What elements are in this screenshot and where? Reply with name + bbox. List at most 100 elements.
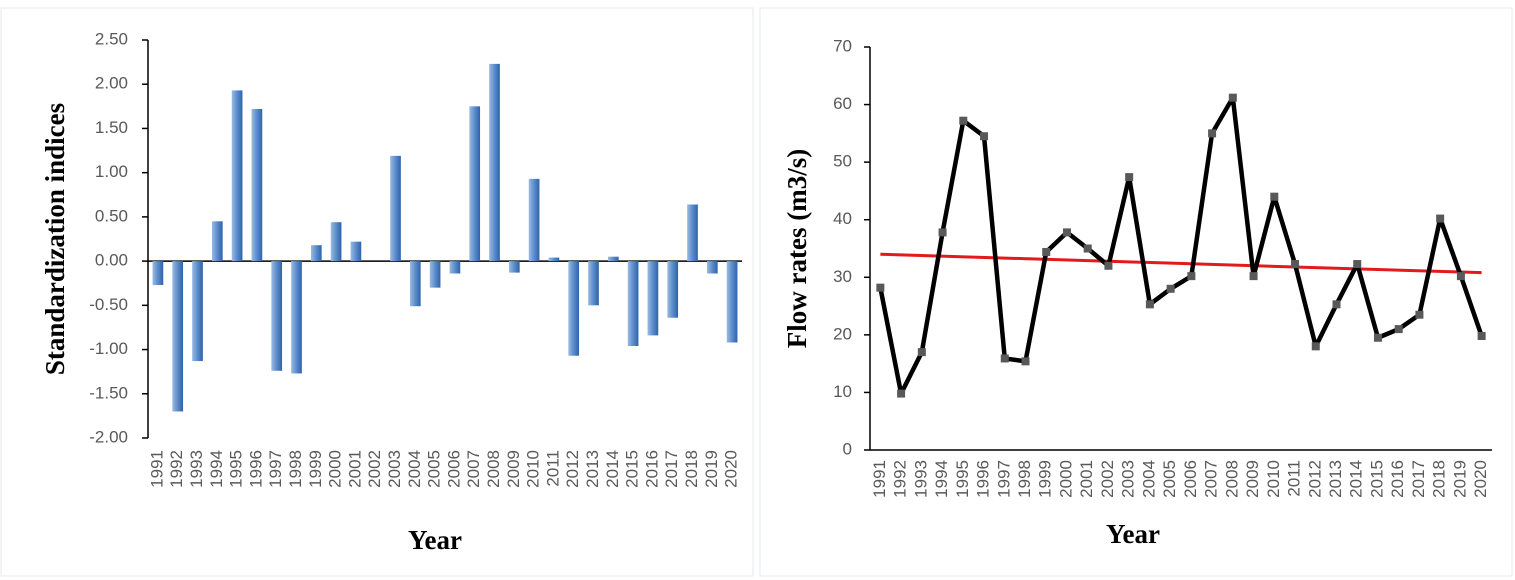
x-tick-label: 2013 (583, 450, 602, 488)
bar (330, 222, 342, 262)
marker (959, 116, 968, 125)
x-tick-label: 2005 (1160, 460, 1179, 498)
panel-frame (0, 7, 754, 577)
x-tick-label: 1998 (286, 450, 305, 488)
x-tick-label: 2011 (543, 450, 562, 487)
x-axis-title: Year (1106, 519, 1160, 549)
x-tick-label: 2007 (464, 450, 483, 488)
x-tick-label: 2005 (425, 450, 444, 488)
x-tick-label: 2016 (642, 450, 661, 488)
y-tick-label: 1.50 (95, 118, 128, 137)
y-tick-label: -2.00 (89, 427, 128, 446)
x-axis-title: Year (408, 525, 462, 555)
marker (917, 348, 926, 357)
x-tick-label: 2002 (365, 450, 384, 488)
marker (1021, 357, 1030, 366)
bar (726, 261, 738, 343)
x-tick-label: 2000 (1056, 460, 1075, 498)
bar (667, 261, 679, 318)
marker (1042, 247, 1051, 256)
x-tick-label: 2001 (345, 450, 364, 488)
x-tick-label: 2014 (603, 450, 622, 488)
y-tick-label: 0.00 (95, 251, 128, 270)
marker (1456, 272, 1465, 281)
y-tick-label: 20 (833, 324, 852, 343)
x-tick-label: 1996 (246, 450, 265, 488)
marker (938, 228, 947, 237)
x-tick-label: 1996 (974, 460, 993, 498)
x-tick-label: 1994 (207, 450, 226, 488)
x-tick-label: 2012 (563, 450, 582, 488)
x-tick-label: 2009 (1243, 460, 1262, 498)
bar (568, 261, 580, 356)
y-tick-label: 2.50 (95, 29, 128, 48)
x-tick-label: 2008 (1222, 460, 1241, 498)
x-tick-label: 1991 (147, 450, 166, 488)
bar (687, 204, 698, 262)
y-tick-label: 30 (833, 267, 852, 286)
bar (607, 256, 619, 262)
bar (449, 261, 461, 274)
marker (1270, 192, 1279, 201)
marker (1373, 333, 1382, 342)
x-tick-label: 2011 (1285, 460, 1304, 497)
y-tick-label: 60 (833, 94, 852, 113)
bar (172, 261, 184, 412)
y-tick-label: -1.00 (89, 339, 128, 358)
x-tick-label: 2002 (1098, 460, 1117, 498)
marker (1145, 300, 1154, 309)
x-tick-label: 2012 (1305, 460, 1324, 498)
bar (409, 261, 421, 307)
x-tick-label: 1995 (953, 460, 972, 498)
x-tick-label: 1993 (187, 450, 206, 488)
data-line (878, 95, 1484, 396)
x-tick-label: 1995 (227, 450, 246, 488)
y-axis-title: Standardization indices (40, 103, 70, 375)
x-tick-label: 2014 (1347, 460, 1366, 498)
x-tick-label: 2017 (662, 450, 681, 488)
y-tick-label: 0.50 (95, 206, 128, 225)
x-tick-label: 1994 (932, 460, 951, 498)
marker (1332, 300, 1341, 309)
bar (291, 261, 302, 374)
y-tick-label: 70 (833, 36, 852, 55)
marker (1477, 332, 1486, 341)
x-tick-label: 2018 (682, 450, 701, 488)
x-tick-label: 2009 (504, 450, 523, 488)
x-tick-label: 2020 (722, 450, 741, 488)
y-tick-label: -0.50 (89, 295, 128, 314)
marker (1208, 129, 1217, 138)
marker (1187, 272, 1196, 281)
x-tick-label: 2000 (326, 450, 345, 488)
x-tick-label: 2004 (1139, 460, 1158, 498)
bar (211, 221, 223, 262)
panel-frame (759, 7, 1513, 577)
x-tick-label: 2006 (444, 450, 463, 488)
x-tick-label: 2010 (1264, 460, 1283, 498)
y-tick-label: 10 (833, 382, 852, 401)
bar (528, 178, 540, 262)
bar (588, 261, 599, 306)
x-tick-label: 1993 (911, 460, 930, 498)
x-tick-label: 1999 (306, 450, 325, 488)
bar (429, 261, 441, 288)
x-tick-label: 2003 (385, 450, 404, 488)
y-tick-label: 0 (843, 439, 852, 458)
x-tick-label: 2018 (1430, 460, 1449, 498)
x-tick-label: 2004 (405, 450, 424, 488)
y-tick-label: -1.50 (89, 383, 128, 402)
trend-line (880, 252, 1482, 275)
y-tick-label: 2.00 (95, 74, 128, 93)
marker (1249, 272, 1258, 281)
marker (1291, 260, 1300, 269)
y-tick-label: 40 (833, 209, 852, 228)
bar (152, 261, 164, 285)
marker (1436, 214, 1445, 223)
x-tick-label: 2007 (1202, 460, 1221, 498)
x-tick-label: 2003 (1119, 460, 1138, 498)
x-tick-label: 1992 (891, 460, 910, 498)
marker (980, 132, 989, 141)
x-tick-label: 1992 (167, 450, 186, 488)
x-tick-label: 1998 (1015, 460, 1034, 498)
